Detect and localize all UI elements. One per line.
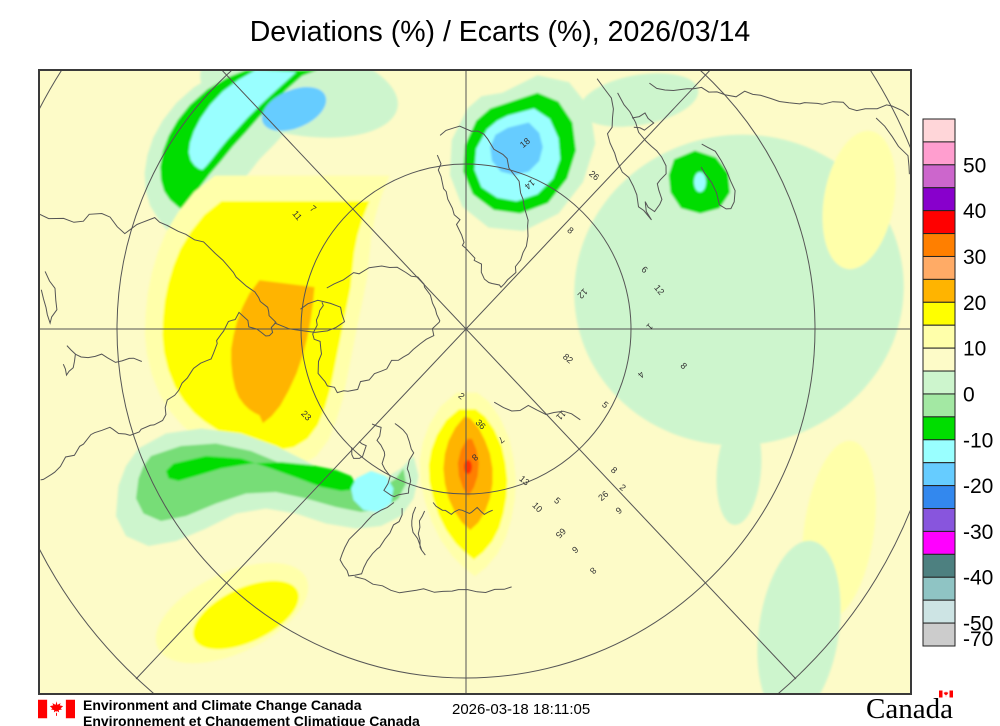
svg-text:-70: -70: [963, 628, 993, 651]
svg-text:-10: -10: [963, 429, 993, 452]
svg-text:10: 10: [963, 338, 986, 361]
svg-text:50: 50: [963, 154, 986, 177]
svg-text:-40: -40: [963, 567, 993, 590]
svg-text:-30: -30: [963, 521, 993, 544]
svg-text:0: 0: [963, 383, 975, 406]
svg-text:-20: -20: [963, 475, 993, 498]
svg-text:40: 40: [963, 200, 986, 223]
svg-text:30: 30: [963, 246, 986, 269]
svg-text:20: 20: [963, 292, 986, 315]
